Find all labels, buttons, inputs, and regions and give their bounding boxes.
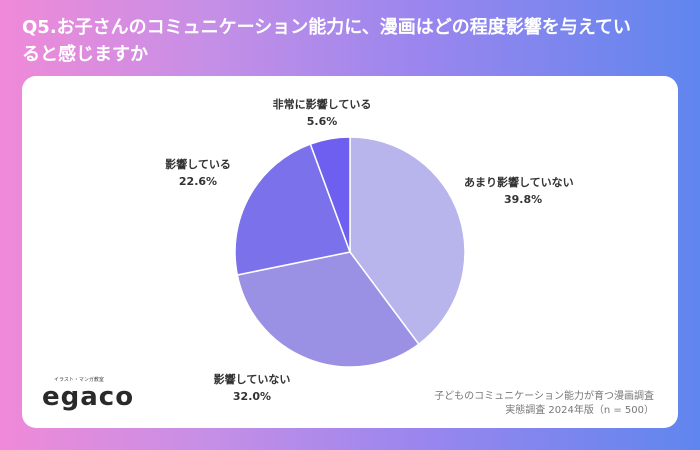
title-line-2: ると感じますか (22, 44, 148, 65)
chart-card: あまり影響していない 39.8% 影響していない 32.0% 影響している 22.6% 非常… (22, 76, 678, 428)
pie-slice-2 (236, 251, 420, 368)
egaco-logo: イラスト・マンガ教室 egaco (42, 376, 152, 416)
slice-category-label-4: 非常に影響している (273, 97, 372, 111)
source-line-1: 子どものコミュニケーション能力が育つ漫画調査 (434, 391, 654, 402)
title-line-1: Q5.お子さんのコミュニケーション能力に、漫画はどの程度影響を与えてい (22, 17, 631, 38)
slice-value-label-1: 39.8% (504, 193, 542, 206)
source-note: 子どものコミュニケーション能力が育つ漫画調査 実態調査 2024年版（n = 5… (434, 390, 654, 418)
slice-category-label-1: あまり影響していない (464, 175, 574, 189)
slice-value-label-3: 22.6% (179, 175, 217, 188)
chart-title: Q5.お子さんのコミュニケーション能力に、漫画はどの程度影響を与えてい ると感じ… (22, 14, 682, 68)
pie-slice-4 (309, 136, 351, 253)
pie-chart: あまり影響していない 39.8% 影響していない 32.0% 影響している 22.6% 非常… (165, 97, 574, 403)
logo-tagline: イラスト・マンガ教室 (54, 377, 104, 383)
slice-category-label-2: 影響していない (214, 372, 291, 386)
logo-wordmark: egaco (42, 382, 135, 412)
slice-value-label-2: 32.0% (233, 390, 271, 403)
pie-slice-3 (234, 143, 352, 276)
source-line-2: 実態調査 2024年版（n = 500） (505, 405, 654, 416)
pie-slice-1 (349, 136, 466, 346)
slice-value-label-4: 5.6% (307, 115, 338, 128)
slice-category-label-3: 影響している (165, 157, 231, 171)
